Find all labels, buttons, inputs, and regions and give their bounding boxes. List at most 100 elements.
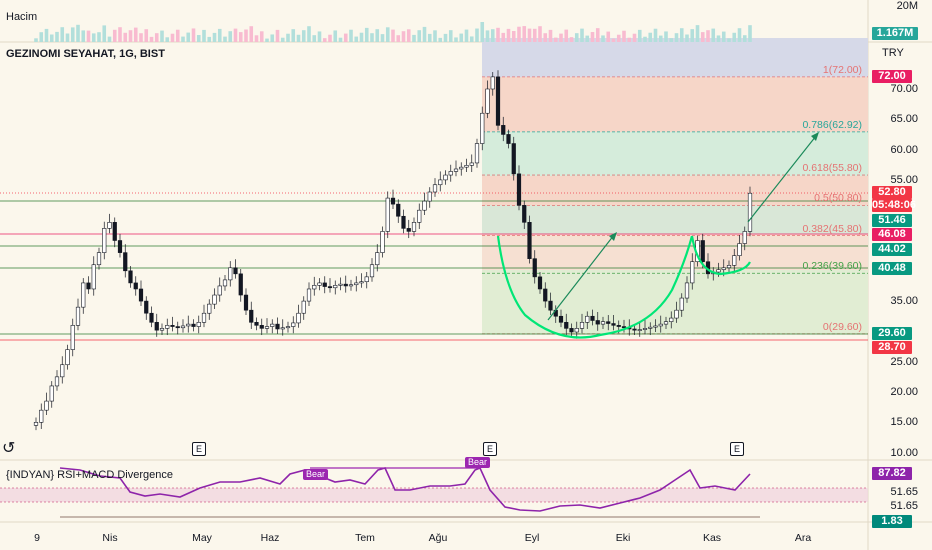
volume-bar	[244, 29, 248, 42]
candle-body	[191, 323, 196, 327]
candle-body	[348, 284, 354, 287]
candle-body	[537, 276, 543, 290]
cup-curve	[496, 235, 694, 339]
fib-zone-0618-05	[482, 176, 868, 205]
volume-bar	[674, 33, 679, 42]
volume-bar	[370, 33, 374, 42]
candle-body	[417, 209, 422, 223]
candle-body	[254, 322, 259, 326]
candle-body	[259, 325, 264, 329]
candle-body	[438, 179, 443, 186]
volume-bar	[569, 37, 574, 42]
candle-body	[406, 228, 411, 232]
candle-body	[684, 282, 690, 299]
candle-body	[527, 222, 532, 259]
price-tick-label: 55.00	[890, 173, 918, 186]
candle-body	[54, 376, 60, 387]
volume-bar	[606, 31, 611, 42]
price-tick-label: 20.00	[890, 386, 918, 398]
replay-icon[interactable]: ↺	[2, 440, 16, 457]
candle-body	[569, 328, 574, 333]
earnings-marker[interactable]: E	[730, 442, 744, 456]
candle-body	[606, 321, 611, 324]
candlesticks[interactable]	[33, 70, 753, 431]
volume-bar	[296, 34, 301, 42]
arrow-head-2	[811, 132, 819, 141]
volume-bar	[102, 25, 107, 42]
candle-body	[422, 200, 427, 211]
volume-bar	[706, 30, 710, 42]
candle-body	[217, 285, 222, 296]
candle-body	[207, 303, 212, 314]
volume-bar	[532, 28, 537, 42]
volume-bar	[112, 29, 117, 42]
candle-body	[238, 273, 243, 296]
candle-body	[700, 240, 705, 263]
fib-level-lines	[482, 76, 868, 335]
price-tag: 52.80	[872, 186, 912, 199]
candle-body	[96, 252, 102, 266]
volume-bar	[412, 34, 416, 42]
candle-body	[464, 165, 469, 168]
candle-body	[558, 315, 564, 323]
volume-bar	[590, 32, 595, 42]
volume-bar	[55, 31, 59, 42]
volume-bar	[70, 27, 75, 42]
candle-body	[333, 285, 338, 289]
candle-body	[312, 285, 317, 290]
candle-body	[65, 349, 70, 366]
cup-handle-drawing[interactable]	[496, 132, 819, 339]
fib-zone-0786-0618	[482, 132, 868, 176]
volume-bar	[469, 36, 474, 42]
volume-bar	[548, 29, 553, 42]
candle-body	[742, 231, 747, 244]
volume-bar	[653, 28, 658, 42]
volume-bar	[217, 28, 222, 42]
candle-body	[212, 294, 217, 305]
indicator-pane[interactable]	[0, 466, 868, 518]
volume-bar	[380, 34, 385, 42]
volume-bar	[480, 22, 485, 42]
month-label: Nis	[102, 532, 118, 544]
candle-body	[49, 385, 54, 402]
volume-bar	[622, 30, 626, 42]
volume-bar	[359, 32, 364, 42]
candle-body	[543, 288, 548, 302]
candle-body	[669, 317, 674, 323]
candle-body	[291, 322, 296, 327]
candle-body	[375, 252, 380, 266]
volume-bar	[338, 37, 343, 42]
candle-body	[359, 281, 364, 284]
currency-label[interactable]: TRY	[882, 47, 904, 59]
volume-bar	[364, 27, 369, 42]
volume-bar	[695, 25, 700, 42]
candle-body	[270, 323, 275, 327]
candle-body	[112, 222, 117, 241]
earnings-marker[interactable]: E	[483, 442, 497, 456]
candle-body	[564, 322, 569, 329]
candle-body	[574, 328, 579, 333]
candle-body	[196, 322, 201, 327]
earnings-marker[interactable]: E	[192, 442, 206, 456]
candle-body	[233, 267, 238, 275]
fibonacci-retracement[interactable]	[482, 38, 868, 334]
volume-bar	[464, 29, 469, 42]
candle-body	[39, 409, 44, 423]
candle-body	[621, 326, 627, 329]
volume-bar	[501, 32, 506, 42]
volume-bar	[748, 25, 752, 42]
volume-bar	[186, 32, 191, 42]
volume-bar	[564, 29, 569, 42]
candle-body	[480, 112, 485, 144]
indicator-label[interactable]: {INDYAN} RSI+MACD Divergence	[6, 469, 173, 481]
indicator-level: 51.65	[890, 486, 918, 498]
volume-bar	[328, 34, 332, 42]
volume-bar	[254, 35, 259, 42]
candle-body	[322, 282, 327, 287]
indicator-band	[0, 488, 868, 502]
volume-bar	[265, 38, 269, 42]
volume-bar	[475, 28, 479, 42]
volume-bar	[118, 27, 122, 42]
month-label: Kas	[702, 532, 722, 544]
